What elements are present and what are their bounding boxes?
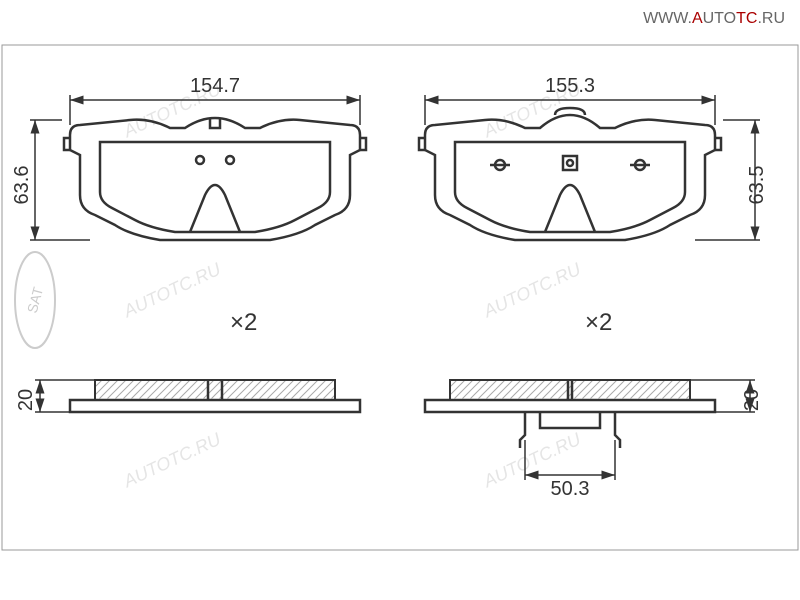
svg-text:20: 20 — [15, 389, 37, 411]
right-pad-side: 50.3 20 — [425, 380, 763, 500]
right-qty: ×2 — [585, 309, 612, 336]
svg-text:63.6: 63.6 — [11, 166, 33, 205]
svg-text:50.3: 50.3 — [551, 478, 590, 500]
brand-logo: SAT — [15, 252, 55, 348]
svg-text:155.3: 155.3 — [545, 75, 595, 97]
left-qty: ×2 — [230, 309, 257, 336]
svg-text:63.5: 63.5 — [746, 166, 768, 205]
right-pad-front: 155.3 63.5 — [419, 75, 768, 240]
svg-text:SAT: SAT — [24, 285, 46, 315]
technical-drawing: SAT 154.7 63.6 ×2 20 155.3 63.5 ×2 50.3 … — [0, 0, 800, 600]
svg-text:154.7: 154.7 — [190, 75, 240, 97]
left-pad-side: 20 — [15, 380, 360, 412]
svg-text:20: 20 — [741, 389, 763, 411]
diagram-container: WWW.AUTOTC.RU AUTOTC.RU AUTOTC.RU AUTOTC… — [0, 0, 800, 600]
left-pad-front: 154.7 63.6 — [11, 75, 366, 240]
